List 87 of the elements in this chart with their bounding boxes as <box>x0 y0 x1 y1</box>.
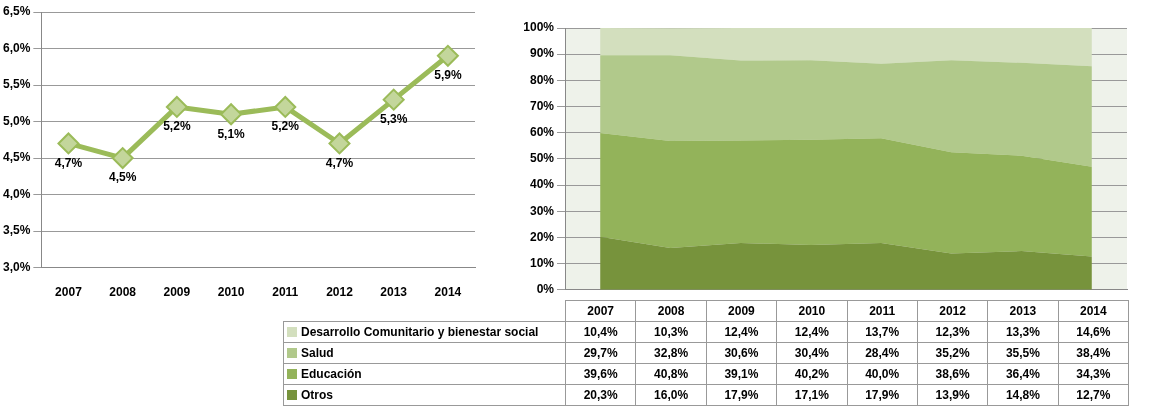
category-label: 2013 <box>1009 304 1037 318</box>
data-label: 17,1% <box>776 384 847 406</box>
data-label: 5,9% <box>434 68 462 83</box>
data-label: 30,4% <box>776 342 847 364</box>
data-label: 40,8% <box>635 363 707 385</box>
data-label: 29,7% <box>565 342 636 364</box>
category-label: 2011 <box>869 304 896 318</box>
y-tick-label: 4,5% <box>2 150 31 165</box>
data-label: 14,6% <box>1058 321 1129 343</box>
y-tick-label: 6,5% <box>2 4 31 19</box>
data-label: 4,7% <box>325 155 354 170</box>
category-label: 2010 <box>798 304 826 318</box>
y-tick-label: 5,5% <box>2 77 31 92</box>
y-tick-label: 4,0% <box>2 186 31 201</box>
point <box>111 147 134 170</box>
category-label: 2008 <box>657 304 685 318</box>
point <box>165 95 188 118</box>
category-label: 2007 <box>587 304 615 318</box>
data-label: 5,1% <box>217 126 246 141</box>
data-label: 13,3% <box>987 321 1059 343</box>
x-tick-label: 2012 <box>326 285 354 300</box>
data-label: 12,4% <box>706 321 777 343</box>
point <box>328 132 351 155</box>
data-label: 39,6% <box>565 363 636 385</box>
x-tick-label: 2010 <box>217 285 245 300</box>
point <box>57 132 80 155</box>
legend-label: Otros <box>283 384 566 406</box>
point <box>382 88 405 111</box>
legend-label: Salud <box>283 342 566 364</box>
data-label: 38,6% <box>917 363 988 385</box>
data-label: 32,8% <box>635 342 707 364</box>
data-label: 12,4% <box>776 321 847 343</box>
data-label: 20,3% <box>565 384 636 406</box>
data-label: 17,9% <box>847 384 918 406</box>
y-tick-label: 10% <box>529 255 555 270</box>
x-tick-label: 2007 <box>55 285 83 300</box>
data-label: 10,3% <box>635 321 707 343</box>
data-label: 17,9% <box>706 384 777 406</box>
category-label: 2012 <box>939 304 966 318</box>
y-tick-label: 6,0% <box>2 40 31 55</box>
y-tick-label: 30% <box>529 203 555 218</box>
y-tick-label: 100% <box>523 20 555 35</box>
data-label: 4,5% <box>108 170 137 185</box>
data-label: 30,6% <box>706 342 777 364</box>
x-tick-label: 2013 <box>380 285 408 300</box>
y-tick-label: 90% <box>529 46 555 61</box>
data-label: 5,2% <box>163 119 191 134</box>
legend-label: Educación <box>283 363 566 385</box>
data-label: 40,0% <box>847 363 918 385</box>
y-tick-label: 50% <box>529 151 555 166</box>
x-tick-label: 2011 <box>272 285 299 300</box>
x-tick-label: 2009 <box>163 285 191 300</box>
y-tick-label: 40% <box>529 177 555 192</box>
category-label: 2014 <box>1079 304 1107 318</box>
x-tick-label: 2014 <box>434 285 462 300</box>
data-label: 34,3% <box>1058 363 1129 385</box>
data-label: 4,7% <box>54 155 83 170</box>
data-label: 12,3% <box>917 321 988 343</box>
y-tick-label: 70% <box>529 98 555 113</box>
data-label: 38,4% <box>1058 342 1129 364</box>
point <box>274 95 297 118</box>
data-label: 12,7% <box>1058 384 1129 406</box>
y-tick-label: 3,0% <box>2 259 31 274</box>
point <box>436 44 459 67</box>
y-tick-label: 20% <box>529 229 555 244</box>
data-label: 35,2% <box>917 342 988 364</box>
data-label: 28,4% <box>847 342 918 364</box>
y-tick-label: 60% <box>529 125 555 140</box>
point <box>220 103 243 126</box>
category-label: 2009 <box>728 304 755 318</box>
data-label: 10,4% <box>565 321 636 343</box>
data-label: 13,9% <box>917 384 988 406</box>
data-label: 16,0% <box>635 384 707 406</box>
data-label: 39,1% <box>706 363 777 385</box>
data-label: 40,2% <box>776 363 847 385</box>
y-tick-label: 0% <box>536 282 555 297</box>
data-label: 36,4% <box>987 363 1059 385</box>
data-label: 5,3% <box>380 111 408 126</box>
data-label: 35,5% <box>987 342 1059 364</box>
y-tick-label: 3,5% <box>2 223 31 238</box>
data-label: 5,2% <box>271 119 300 134</box>
data-label: 13,7% <box>847 321 918 343</box>
y-tick-label: 80% <box>529 72 555 87</box>
x-tick-label: 2008 <box>109 285 137 300</box>
y-tick-label: 5,0% <box>2 113 31 128</box>
legend-label: Desarrollo Comunitario y bienestar social <box>283 321 566 343</box>
data-label: 14,8% <box>987 384 1059 406</box>
